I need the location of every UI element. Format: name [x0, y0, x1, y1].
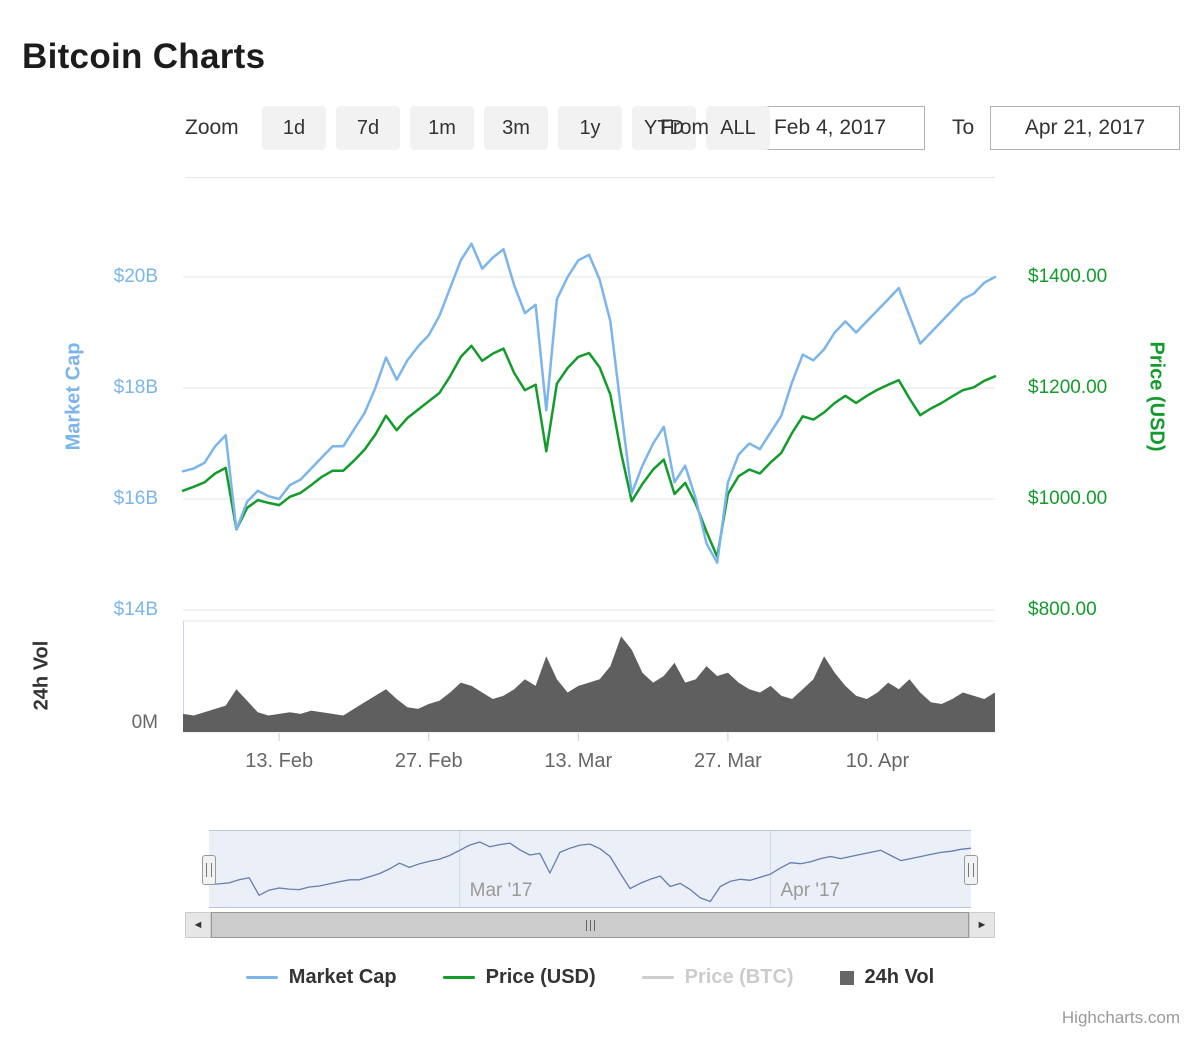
scrollbar-thumb[interactable] — [211, 912, 969, 938]
legend-item-24h-vol[interactable]: 24h Vol — [839, 966, 935, 989]
scrollbar-grip-icon — [593, 919, 595, 931]
legend: Market Cap Price (USD) Price (BTC) 24h V… — [185, 966, 995, 989]
legend-label: 24h Vol — [864, 966, 935, 988]
legend-label: Market Cap — [288, 966, 397, 988]
right-axis-tick: $1000.00 — [1028, 488, 1108, 509]
x-axis-label: 27. Mar — [693, 750, 762, 772]
line-swatch-icon — [641, 976, 674, 979]
zoom-button-ytd[interactable]: YTD — [632, 106, 696, 150]
toolbar-divider — [185, 177, 995, 178]
highcharts-credits[interactable]: Highcharts.com — [1061, 1008, 1180, 1027]
scrollbar-right-arrow-icon[interactable]: ► — [969, 912, 995, 938]
from-label: From — [660, 116, 709, 139]
left-axis-tick: $18B — [113, 377, 158, 398]
zoom-button-all[interactable]: ALL — [706, 106, 770, 150]
line-swatch-icon — [245, 976, 278, 979]
line-swatch-icon — [442, 976, 475, 979]
left-axis-tick: $14B — [113, 599, 158, 620]
handle-grip-icon — [206, 863, 212, 877]
zoom-button-1m[interactable]: 1m — [410, 106, 474, 150]
box-swatch-icon — [839, 970, 854, 985]
navigator-right-handle[interactable] — [964, 855, 978, 885]
right-axis-tick: $1200.00 — [1028, 377, 1108, 398]
x-axis-label: 10. Apr — [845, 750, 910, 772]
zoom-button-1d[interactable]: 1d — [262, 106, 326, 150]
to-date-input[interactable] — [990, 106, 1180, 150]
legend-item-price-btc[interactable]: Price (BTC) — [641, 966, 794, 989]
right-axis-title: Price (USD) — [1145, 341, 1168, 452]
chart-plot-area[interactable] — [183, 200, 995, 733]
scrollbar-grip-icon — [585, 919, 587, 931]
x-axis-label: 27. Feb — [394, 750, 463, 772]
legend-label: Price (USD) — [485, 966, 596, 988]
left-axis-tick: $16B — [113, 488, 158, 509]
handle-grip-icon — [968, 863, 974, 877]
zoom-button-3m[interactable]: 3m — [484, 106, 548, 150]
scrollbar-grip-icon — [589, 919, 591, 931]
navigator-month-label: Apr '17 — [780, 880, 841, 901]
legend-item-price-usd[interactable]: Price (USD) — [442, 966, 596, 989]
right-axis-tick: $800.00 — [1028, 599, 1097, 620]
x-axis-label: 13. Mar — [544, 750, 613, 772]
volume-axis-title: 24h Vol — [30, 640, 53, 711]
zoom-label: Zoom — [185, 116, 239, 139]
x-axis-label: 13. Feb — [245, 750, 314, 772]
scrollbar-left-arrow-icon[interactable]: ◄ — [185, 912, 211, 938]
volume-axis-tick: 0M — [131, 712, 158, 733]
legend-label: Price (BTC) — [684, 966, 794, 988]
zoom-button-1y[interactable]: 1y — [558, 106, 622, 150]
left-axis-title: Market Cap — [62, 342, 85, 451]
zoom-button-7d[interactable]: 7d — [336, 106, 400, 150]
legend-item-market-cap[interactable]: Market Cap — [245, 966, 397, 989]
right-axis-tick: $1400.00 — [1028, 266, 1108, 287]
page-title: Bitcoin Charts — [22, 37, 266, 77]
navigator-month-label: Mar '17 — [469, 880, 533, 901]
left-axis-tick: $20B — [113, 266, 158, 287]
to-label: To — [952, 116, 975, 139]
navigator-left-handle[interactable] — [202, 855, 216, 885]
